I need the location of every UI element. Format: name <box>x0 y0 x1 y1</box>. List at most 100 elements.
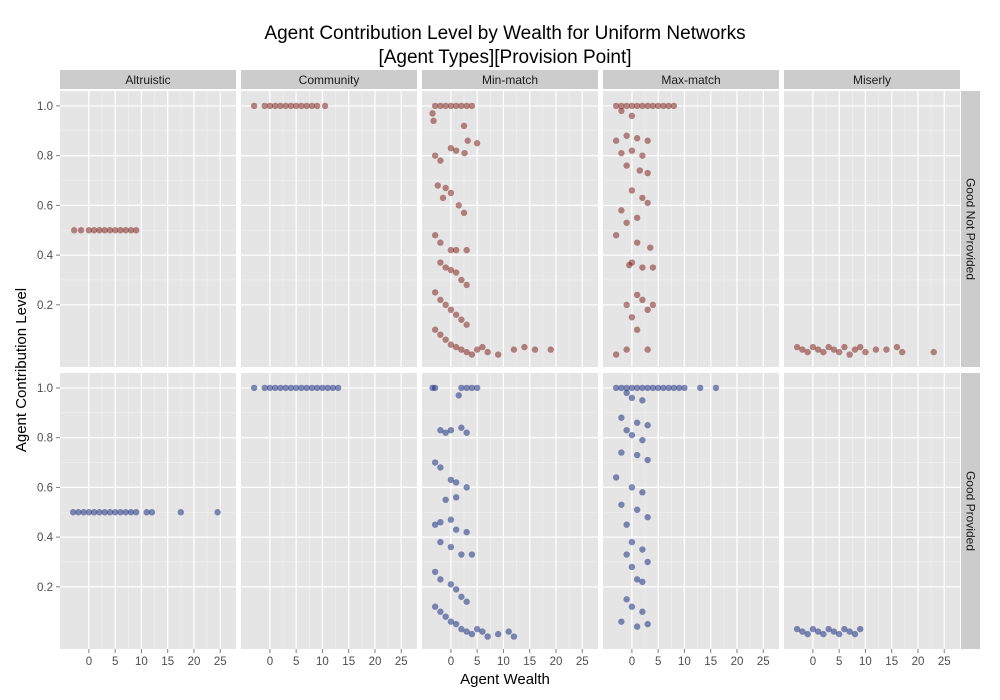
data-point <box>633 623 641 630</box>
x-tick-label: 10 <box>497 656 510 668</box>
data-point <box>473 384 481 392</box>
data-point <box>282 102 289 110</box>
x-tick-label: 15 <box>523 656 536 668</box>
data-point <box>644 199 651 207</box>
data-point <box>442 264 449 271</box>
x-tick-label: 20 <box>912 656 925 668</box>
data-point <box>80 509 87 516</box>
data-point <box>623 551 630 558</box>
data-point <box>830 628 838 635</box>
x-tick-label: 0 <box>810 656 816 668</box>
data-point <box>851 630 859 638</box>
data-point <box>841 625 848 633</box>
data-point <box>452 526 460 533</box>
data-point <box>675 384 683 392</box>
data-point <box>644 456 651 464</box>
data-point <box>452 343 460 351</box>
data-point <box>442 301 449 309</box>
data-point <box>814 346 822 353</box>
x-tick-label: 10 <box>678 656 691 668</box>
data-point <box>612 232 620 239</box>
data-point <box>452 147 460 154</box>
column-strip <box>241 70 417 89</box>
y-axis-title: Agent Contribution Level <box>13 288 30 452</box>
data-point <box>437 331 444 338</box>
row-strip-label: Good Not Provided <box>964 178 978 280</box>
data-point <box>618 107 625 115</box>
data-point <box>463 528 470 536</box>
data-point <box>649 384 657 392</box>
data-point <box>531 346 539 353</box>
data-point <box>90 227 98 234</box>
data-point <box>644 102 651 110</box>
x-tick-label: 15 <box>885 656 898 668</box>
data-point <box>437 518 444 526</box>
data-point <box>143 509 150 516</box>
data-point <box>633 506 641 513</box>
data-point <box>463 321 470 328</box>
data-point <box>851 346 859 353</box>
data-point <box>479 343 486 351</box>
data-point <box>442 613 449 620</box>
data-point <box>639 397 646 404</box>
x-tick-label: 0 <box>86 656 92 668</box>
data-point <box>431 568 439 576</box>
column-strip-label: Altruistic <box>125 73 170 87</box>
chart-title: Agent Contribution Level by Wealth for U… <box>264 23 745 44</box>
data-point <box>473 140 481 147</box>
data-point <box>510 633 518 640</box>
data-point <box>298 384 305 392</box>
data-point <box>639 384 646 392</box>
data-point <box>447 341 455 348</box>
data-point <box>442 496 449 504</box>
data-point <box>303 384 310 392</box>
data-point <box>431 326 439 333</box>
x-tick-label: 10 <box>859 656 872 668</box>
data-point <box>460 209 468 217</box>
data-point <box>623 384 630 392</box>
y-tick-label: 1.0 <box>37 383 53 395</box>
data-point <box>473 625 481 633</box>
column-strip-label: Community <box>299 73 360 87</box>
data-point <box>298 102 305 110</box>
data-point <box>455 392 462 399</box>
data-point <box>271 102 279 110</box>
data-point <box>437 259 444 266</box>
data-point <box>856 625 864 633</box>
data-point <box>437 608 444 615</box>
data-point <box>434 182 441 189</box>
data-point <box>623 301 630 309</box>
data-point <box>463 598 470 605</box>
data-point <box>266 102 274 110</box>
data-point <box>626 261 633 269</box>
data-point <box>644 620 651 628</box>
column-strip-label: Max-match <box>661 73 720 87</box>
data-point <box>463 484 470 491</box>
data-point <box>122 227 129 234</box>
data-point <box>452 586 460 593</box>
data-point <box>321 102 329 110</box>
data-point <box>277 102 284 110</box>
data-point <box>463 628 470 635</box>
data-point <box>644 169 651 177</box>
data-point <box>623 426 630 434</box>
data-point <box>430 117 437 125</box>
data-point <box>431 232 439 239</box>
data-point <box>287 102 295 110</box>
data-point <box>106 227 114 234</box>
data-point <box>271 384 279 392</box>
data-point <box>455 202 462 209</box>
column-strip <box>603 70 779 89</box>
row-strip-label: Good Provided <box>964 471 978 551</box>
panel-background <box>241 373 417 649</box>
data-point <box>660 102 667 110</box>
data-point <box>447 618 455 625</box>
data-point <box>101 509 108 516</box>
data-point <box>452 269 460 276</box>
data-point <box>111 509 119 516</box>
data-point <box>122 509 129 516</box>
data-point <box>431 384 439 392</box>
data-point <box>437 102 444 110</box>
data-point <box>670 102 678 110</box>
data-point <box>447 102 455 110</box>
